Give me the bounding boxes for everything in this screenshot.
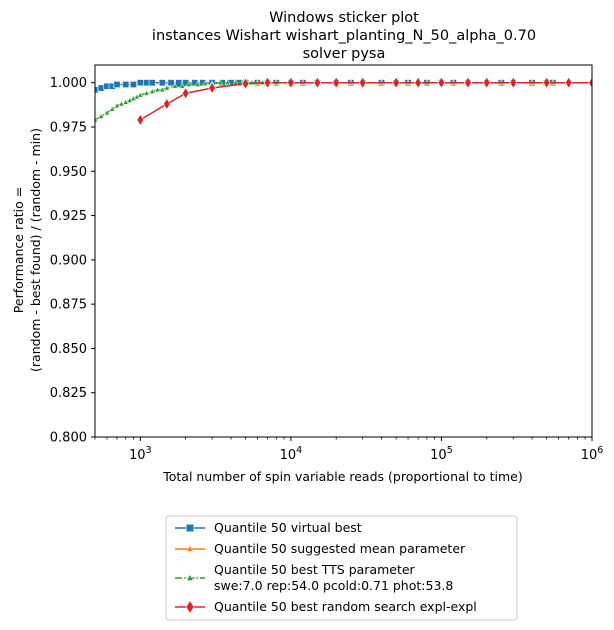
data-point bbox=[136, 79, 144, 87]
legend-swatch-marker bbox=[186, 573, 194, 581]
data-point bbox=[98, 112, 105, 119]
data-point bbox=[332, 76, 340, 89]
data-point bbox=[217, 79, 224, 86]
data-point bbox=[103, 109, 110, 116]
data-point bbox=[241, 77, 250, 90]
data-point bbox=[185, 81, 192, 87]
chart-title-line-3: solver pysa bbox=[303, 46, 386, 62]
data-point bbox=[136, 113, 145, 126]
data-point bbox=[437, 76, 446, 89]
data-point bbox=[313, 76, 322, 89]
data-point bbox=[113, 80, 121, 88]
x-tick-label: 104 bbox=[280, 445, 303, 463]
legend-frame bbox=[165, 515, 518, 621]
legend-label-suggested-mean: Quantile 50 suggested mean parameter bbox=[214, 541, 466, 556]
data-point bbox=[287, 76, 295, 89]
x-tick-label: 105 bbox=[430, 445, 453, 463]
plot-frame bbox=[94, 64, 593, 438]
data-point bbox=[509, 76, 518, 89]
data-point bbox=[167, 79, 175, 87]
chart-title-line-1: Windows sticker plot bbox=[269, 10, 419, 26]
data-point bbox=[122, 80, 130, 88]
series-layer bbox=[95, 76, 592, 126]
data-point bbox=[202, 80, 209, 86]
axes-layer: 0.800 0.825 0.850 0.875 0.900 0.925 0.950 0.975… bbox=[50, 76, 604, 463]
legend-label-best-tts: Quantile 50 best TTS parameter bbox=[214, 562, 416, 577]
x-axis-label: Total number of spin variable reads (pro… bbox=[162, 469, 523, 484]
y-axis-label-line-2: (random - best found) / (random - min) bbox=[28, 128, 43, 372]
legend-swatch-marker bbox=[185, 600, 195, 614]
y-tick-label: 1.000 bbox=[50, 76, 87, 91]
legend-swatches bbox=[175, 523, 205, 614]
data-point bbox=[179, 82, 186, 89]
data-point bbox=[137, 91, 144, 98]
data-point bbox=[109, 105, 116, 112]
y-axis-label-line-1: Performance ratio = bbox=[11, 187, 26, 313]
y-tick-label: 0.825 bbox=[50, 386, 87, 401]
data-point bbox=[414, 76, 422, 89]
x-tick-label: 103 bbox=[129, 445, 152, 463]
legend-label-random-search: Quantile 50 best random search expl-expl bbox=[214, 599, 477, 614]
y-tick-label: 0.925 bbox=[50, 209, 87, 224]
data-point bbox=[358, 76, 367, 89]
data-point bbox=[159, 86, 166, 93]
data-point bbox=[118, 100, 125, 107]
legend-label-virtual-best: Quantile 50 virtual best bbox=[214, 520, 362, 535]
data-point bbox=[224, 79, 231, 86]
data-point bbox=[464, 76, 472, 89]
series-line bbox=[139, 81, 592, 121]
y-tick-label: 0.875 bbox=[50, 298, 87, 313]
data-point bbox=[588, 76, 592, 89]
data-point bbox=[122, 98, 129, 105]
data-point bbox=[181, 87, 190, 100]
data-point bbox=[113, 102, 121, 109]
data-point bbox=[263, 76, 272, 89]
y-tick-label: 0.850 bbox=[50, 342, 87, 357]
data-point bbox=[95, 116, 99, 123]
data-point bbox=[208, 82, 216, 95]
y-axis-label: Performance ratio = (random - best found… bbox=[11, 128, 43, 372]
data-point bbox=[483, 76, 491, 89]
data-point bbox=[172, 82, 179, 89]
legend-label-best-tts-params: swe:7.0 rep:54.0 pcold:0.71 phot:53.8 bbox=[214, 578, 453, 593]
data-point bbox=[564, 76, 573, 89]
data-point bbox=[154, 86, 161, 93]
legend-swatch-marker bbox=[186, 544, 194, 552]
y-tick-label: 0.800 bbox=[50, 431, 87, 446]
data-point bbox=[148, 79, 156, 87]
legend-swatch-marker bbox=[185, 523, 195, 533]
y-tick-label: 0.975 bbox=[50, 121, 87, 136]
data-point bbox=[542, 76, 551, 89]
data-point bbox=[149, 88, 156, 94]
y-tick-label: 0.900 bbox=[50, 253, 87, 268]
data-point bbox=[163, 97, 171, 110]
data-point bbox=[129, 80, 137, 88]
data-point bbox=[194, 81, 201, 87]
legend: Quantile 50 virtual best Quantile 50 sug… bbox=[165, 515, 518, 621]
chart-title-line-2: instances Wishart wishart_planting_N_50_… bbox=[152, 28, 536, 44]
data-point bbox=[175, 79, 183, 87]
y-tick-label: 0.950 bbox=[50, 165, 87, 180]
series-quantile-50-best-random-search-expl-expl bbox=[136, 76, 592, 126]
data-point bbox=[143, 89, 150, 96]
x-tick-label: 106 bbox=[581, 445, 604, 463]
data-point bbox=[158, 79, 166, 87]
data-point bbox=[163, 84, 170, 91]
data-point bbox=[392, 76, 400, 89]
